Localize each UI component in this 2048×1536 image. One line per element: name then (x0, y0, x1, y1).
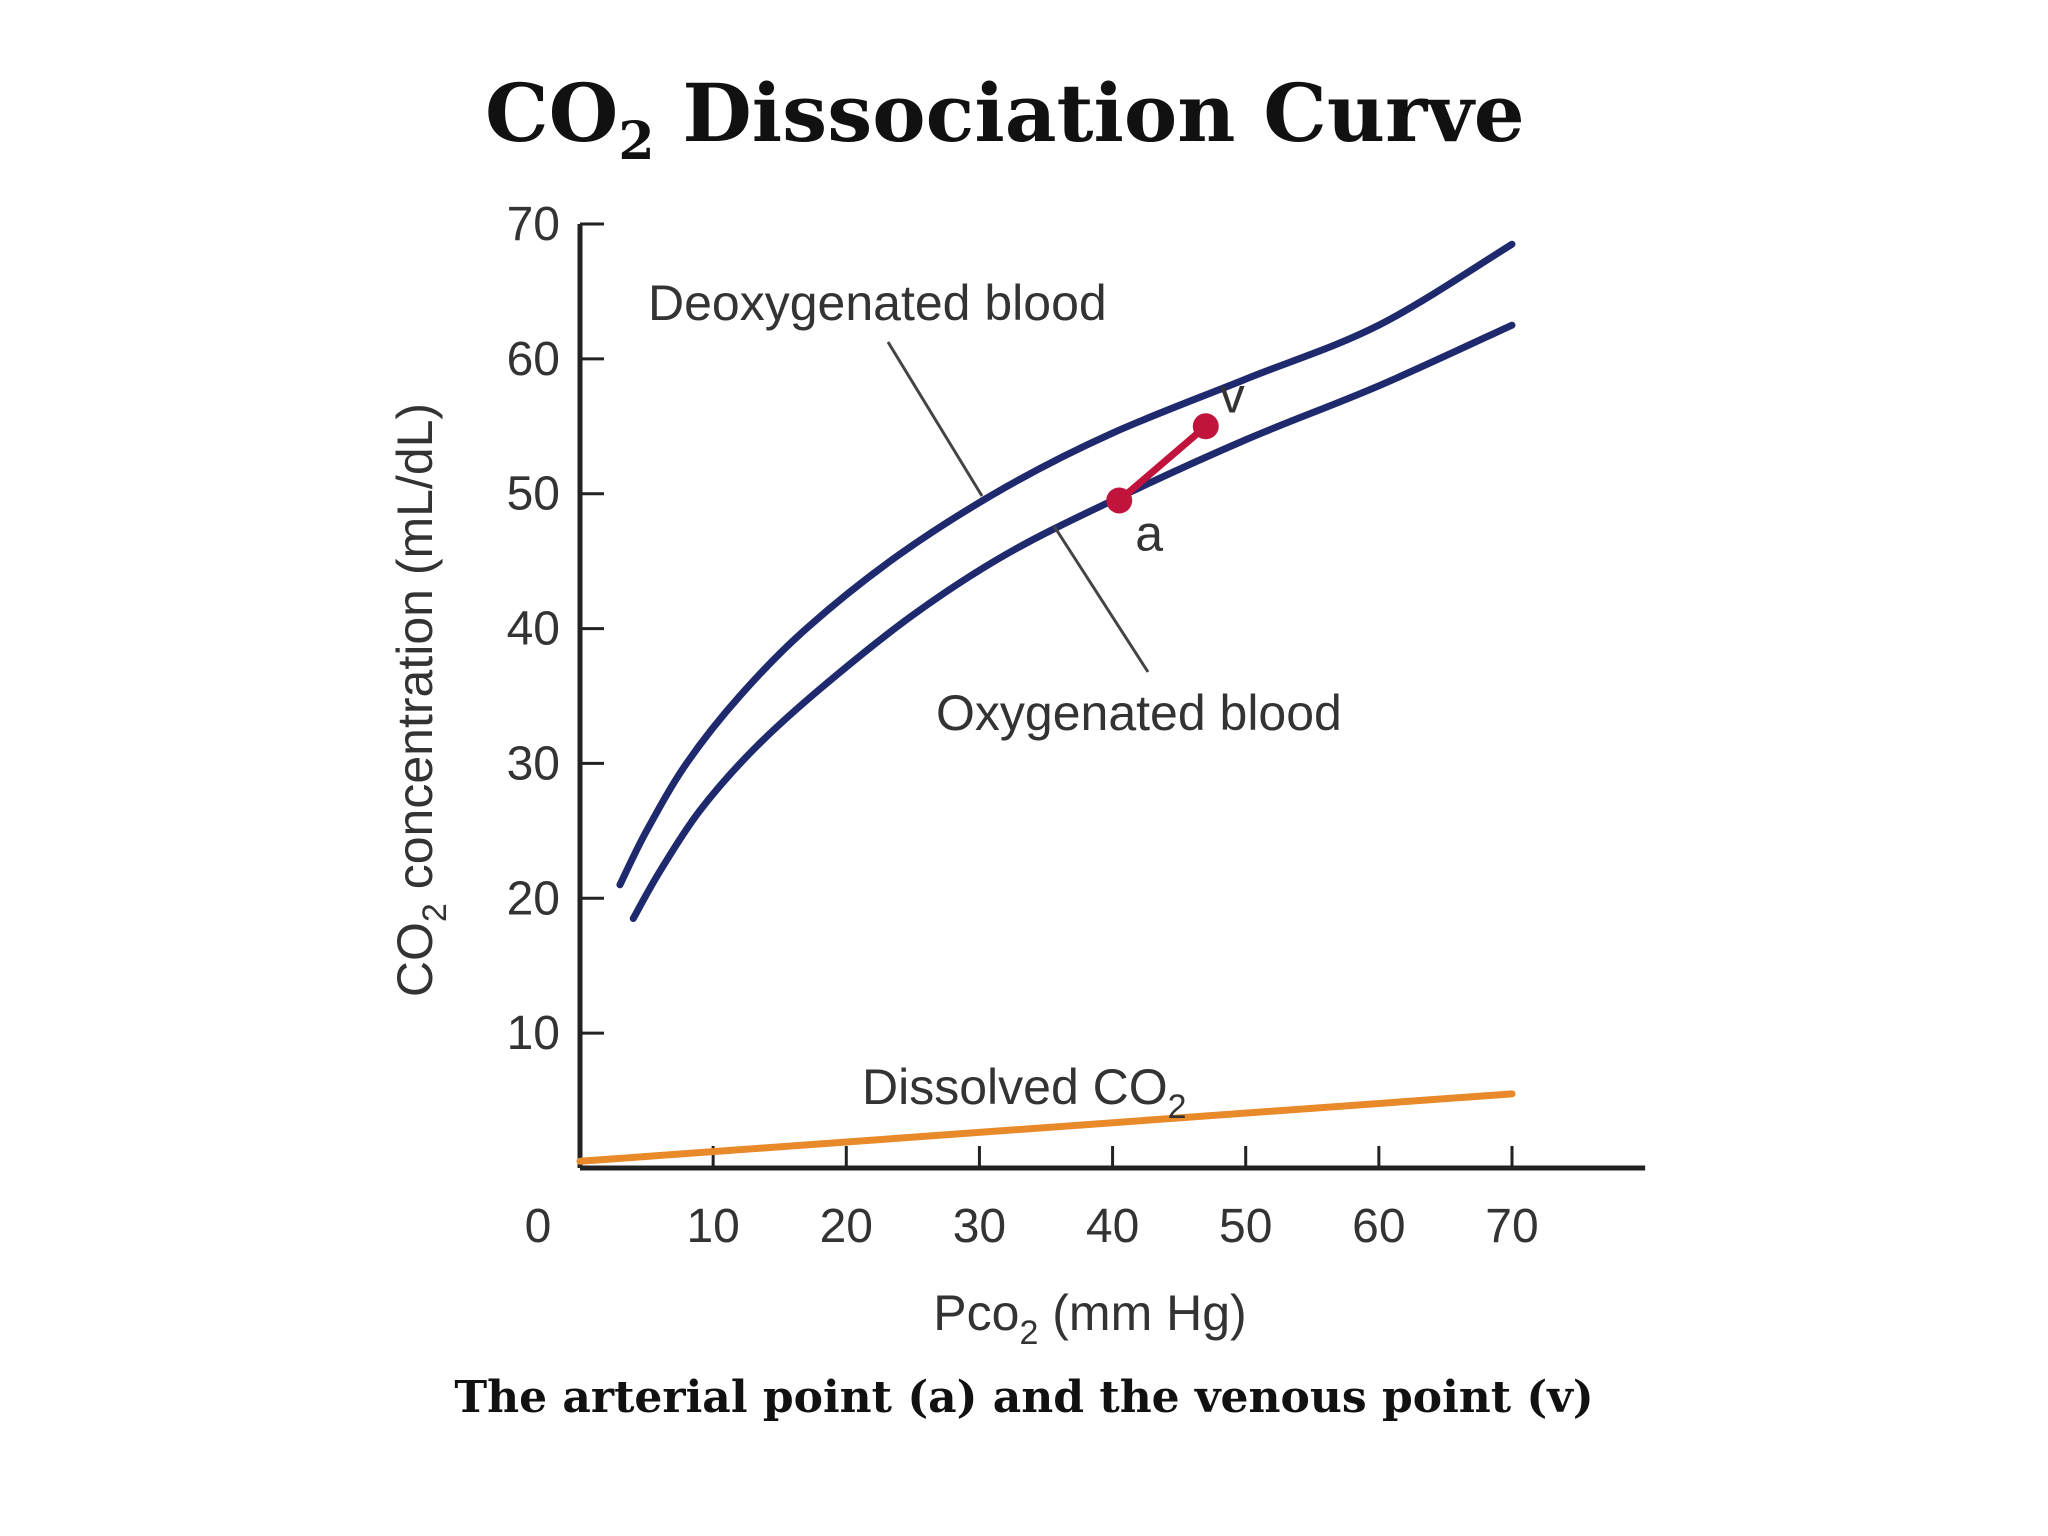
leader-lines (886, 341, 1150, 673)
venous-point-label: v (1220, 367, 1245, 423)
x-tick-label-60: 60 (1352, 1200, 1405, 1253)
x-tick-label-70: 70 (1485, 1200, 1538, 1253)
data-points: av (1106, 367, 1245, 561)
oxygenated-leader-line (1052, 525, 1150, 673)
y-tick-label-50: 50 (507, 468, 560, 521)
deoxygenated-blood-curve (616, 240, 1516, 889)
y-tick-label-60: 60 (507, 333, 560, 386)
y-tick-label-70: 70 (507, 198, 560, 251)
series-labels: Deoxygenated blood Oxygenated blood Dissol… (648, 275, 1342, 1126)
ticks: 10 20 30 40 50 60 70 0 10 20 30 40 50 60 70 (507, 198, 1539, 1253)
x-tick-label-50: 50 (1219, 1200, 1272, 1253)
dissolved-co2-label: Dissolved CO2 (862, 1059, 1187, 1126)
oxygenated-blood-label: Oxygenated blood (936, 685, 1342, 741)
y-axis-title: CO2 concentration (mL/dL) (387, 403, 454, 997)
a-v-segment (1116, 423, 1209, 504)
dissolved-co2-line (576, 1090, 1516, 1165)
axis-titles: CO2 concentration (mL/dL) Pco2 (mm Hg) (387, 403, 1247, 1352)
x-tick-label-40: 40 (1086, 1200, 1139, 1253)
y-tick-label-20: 20 (507, 872, 560, 925)
oxygenated-blood-curve (629, 321, 1516, 923)
slide-caption: The arterial point (a) and the venous po… (454, 1372, 1594, 1423)
venous-point (1192, 413, 1219, 440)
series-lines (576, 240, 1516, 1165)
y-tick-label-30: 30 (507, 737, 560, 790)
x-tick-label-30: 30 (953, 1200, 1006, 1253)
arterial-point (1106, 487, 1133, 514)
deoxygenated-leader-line (886, 341, 984, 497)
x-tick-label-0: 0 (525, 1200, 552, 1253)
x-axis-title: Pco2 (mm Hg) (933, 1285, 1246, 1352)
y-tick-label-40: 40 (507, 603, 560, 656)
deoxygenated-blood-label: Deoxygenated blood (648, 275, 1107, 331)
x-tick-label-20: 20 (820, 1200, 873, 1253)
arterial-point-label: a (1135, 505, 1163, 561)
slide-title: CO2 Dissociation Curve (485, 66, 1525, 172)
y-tick-label-10: 10 (507, 1007, 560, 1060)
x-tick-label-10: 10 (686, 1200, 739, 1253)
